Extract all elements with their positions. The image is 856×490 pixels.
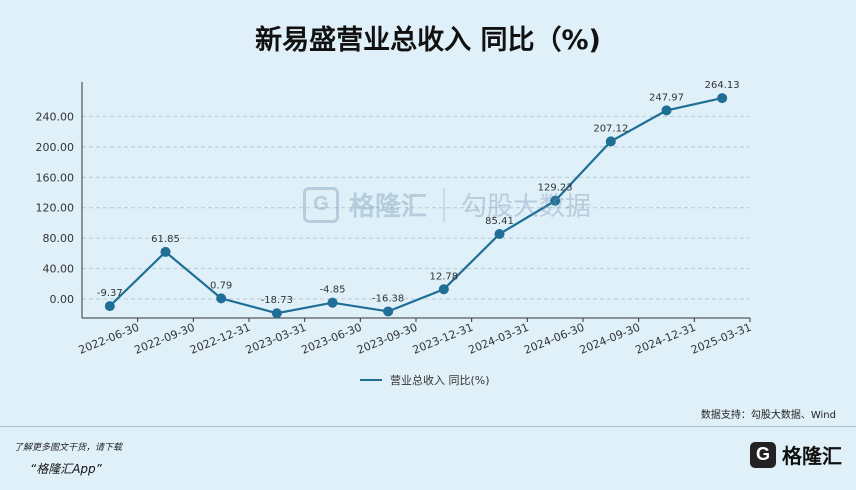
x-tick-label: 2023-03-31 <box>244 321 308 357</box>
data-point <box>494 229 505 240</box>
data-source: 数据支持：勾股大数据、Wind <box>700 410 836 421</box>
data-point <box>717 93 728 104</box>
x-tick-label: 2022-06-30 <box>77 321 141 357</box>
y-tick-labels: 0.00 40.00 80.00 120.00 160.00 200.00 240.00 <box>36 110 75 306</box>
x-tick-label: 2024-06-30 <box>522 321 586 357</box>
watermark-product: 勾股大数据 <box>461 192 592 222</box>
x-tick-label: 2023-12-31 <box>411 321 475 357</box>
data-points <box>104 93 728 319</box>
data-label: 12.78 <box>430 271 459 282</box>
data-point <box>383 306 394 317</box>
y-tick-label: 120.00 <box>36 202 75 215</box>
data-label: -9.37 <box>97 288 123 299</box>
chart-title: 新易盛营业总收入 同比（%) <box>255 25 601 56</box>
x-tick-label: 2024-12-31 <box>633 321 697 357</box>
y-tick-label: 200.00 <box>36 141 75 154</box>
y-tick-label: 160.00 <box>36 171 75 184</box>
x-tick-label: 2023-06-30 <box>299 321 363 357</box>
data-label: 0.79 <box>210 280 232 291</box>
y-tick-label: 240.00 <box>36 110 75 123</box>
data-labels: -9.37 61.85 0.79 -18.73 -4.85 -16.38 12.78 85.4… <box>97 80 740 306</box>
data-label: 207.12 <box>593 123 628 134</box>
y-tick-label: 0.00 <box>50 293 75 306</box>
footer-divider <box>0 426 856 427</box>
legend-label: 营业总收入 同比(%) <box>390 374 490 387</box>
x-tick-label: 2023-09-30 <box>355 321 419 357</box>
data-label: 264.13 <box>705 80 740 91</box>
data-point <box>271 308 282 319</box>
footer-note: 了解更多图文干货，请下载 <box>14 443 123 453</box>
axes <box>81 82 751 322</box>
data-point <box>605 136 616 147</box>
data-point <box>438 284 449 295</box>
y-tick-label: 40.00 <box>43 263 75 276</box>
watermark-divider <box>443 187 446 222</box>
legend-line-icon <box>360 379 382 381</box>
data-label: -4.85 <box>320 285 346 296</box>
data-label: -18.73 <box>261 295 293 306</box>
data-label: 129.23 <box>538 183 573 194</box>
brand-logo: G 格隆汇 <box>750 440 842 469</box>
data-label: 85.41 <box>485 216 514 227</box>
x-tick-label: 2024-03-31 <box>466 321 530 357</box>
watermark: G 格隆汇 勾股大数据 <box>303 186 591 223</box>
brand-logo-icon: G <box>750 441 776 468</box>
data-label: 61.85 <box>151 234 180 245</box>
grid-lines <box>82 115 750 300</box>
series-line <box>109 97 723 315</box>
y-tick-label: 80.00 <box>43 232 75 245</box>
data-point <box>104 301 115 312</box>
x-tick-label: 2025-03-31 <box>689 321 753 357</box>
x-tick-label: 2022-09-30 <box>132 321 196 357</box>
line-chart: 0.00 40.00 80.00 120.00 160.00 200.00 240.00 2… <box>36 80 754 357</box>
x-tick-label: 2022-12-31 <box>188 321 252 357</box>
data-point <box>550 195 561 206</box>
watermark-logo-icon: G <box>303 186 339 223</box>
data-point <box>661 105 672 116</box>
data-point <box>327 297 338 308</box>
data-label: 247.97 <box>649 92 684 103</box>
brand-name: 格隆汇 <box>782 444 842 468</box>
watermark-brand: 格隆汇 <box>349 192 428 222</box>
data-label: -16.38 <box>372 293 404 304</box>
x-tick-labels: 2022-06-302022-09-302022-12-312023-03-31… <box>77 321 753 357</box>
chart-legend[interactable]: 营业总收入 同比(%) <box>360 372 490 388</box>
x-tick-label: 2024-09-30 <box>578 321 642 357</box>
footer-app-name: “格隆汇App” <box>30 462 102 476</box>
data-point <box>216 293 227 304</box>
data-point <box>160 246 171 257</box>
